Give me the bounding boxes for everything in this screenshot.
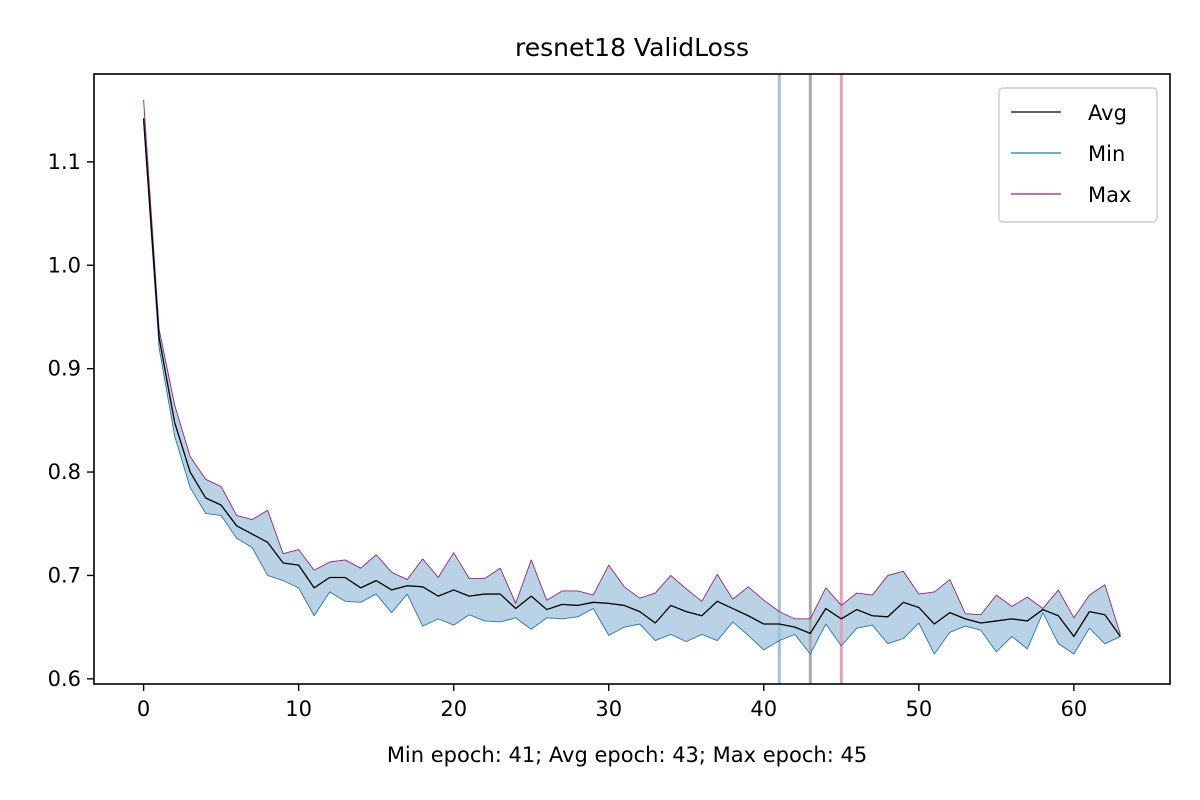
x-tick-label: 60 (1061, 697, 1088, 721)
y-tick-label: 0.9 (48, 357, 81, 381)
legend-label-min: Min (1088, 142, 1125, 166)
legend: Avg Min Max (998, 87, 1158, 223)
y-axis-ticks: 0.6 0.7 0.8 0.9 1.0 1.1 (48, 150, 94, 691)
x-tick-label: 30 (595, 697, 622, 721)
chart-title: resnet18 ValidLoss (515, 33, 749, 62)
y-tick-label: 0.8 (48, 460, 81, 484)
x-tick-label: 10 (285, 697, 312, 721)
x-tick-label: 0 (137, 697, 150, 721)
y-tick-label: 0.7 (48, 563, 81, 587)
series-line-max (143, 99, 1121, 635)
x-tick-label: 20 (440, 697, 467, 721)
x-tick-label: 40 (750, 697, 777, 721)
y-tick-label: 1.0 (48, 253, 81, 277)
legend-label-max: Max (1088, 183, 1131, 207)
x-axis-ticks: 0 10 20 30 40 50 60 (137, 684, 1087, 721)
plot-area (142, 74, 1121, 684)
series-layer (142, 99, 1121, 655)
legend-box (998, 87, 1158, 223)
y-tick-label: 1.1 (48, 150, 81, 174)
x-axis-label: Min epoch: 41; Avg epoch: 43; Max epoch:… (387, 743, 867, 767)
series-line-avg (142, 118, 1121, 638)
legend-label-avg: Avg (1088, 101, 1127, 125)
x-tick-label: 50 (905, 697, 932, 721)
axes-frame (93, 73, 1171, 685)
y-tick-label: 0.6 (48, 667, 81, 691)
series-line-min (143, 122, 1121, 655)
epoch-markers-layer (777, 74, 843, 684)
